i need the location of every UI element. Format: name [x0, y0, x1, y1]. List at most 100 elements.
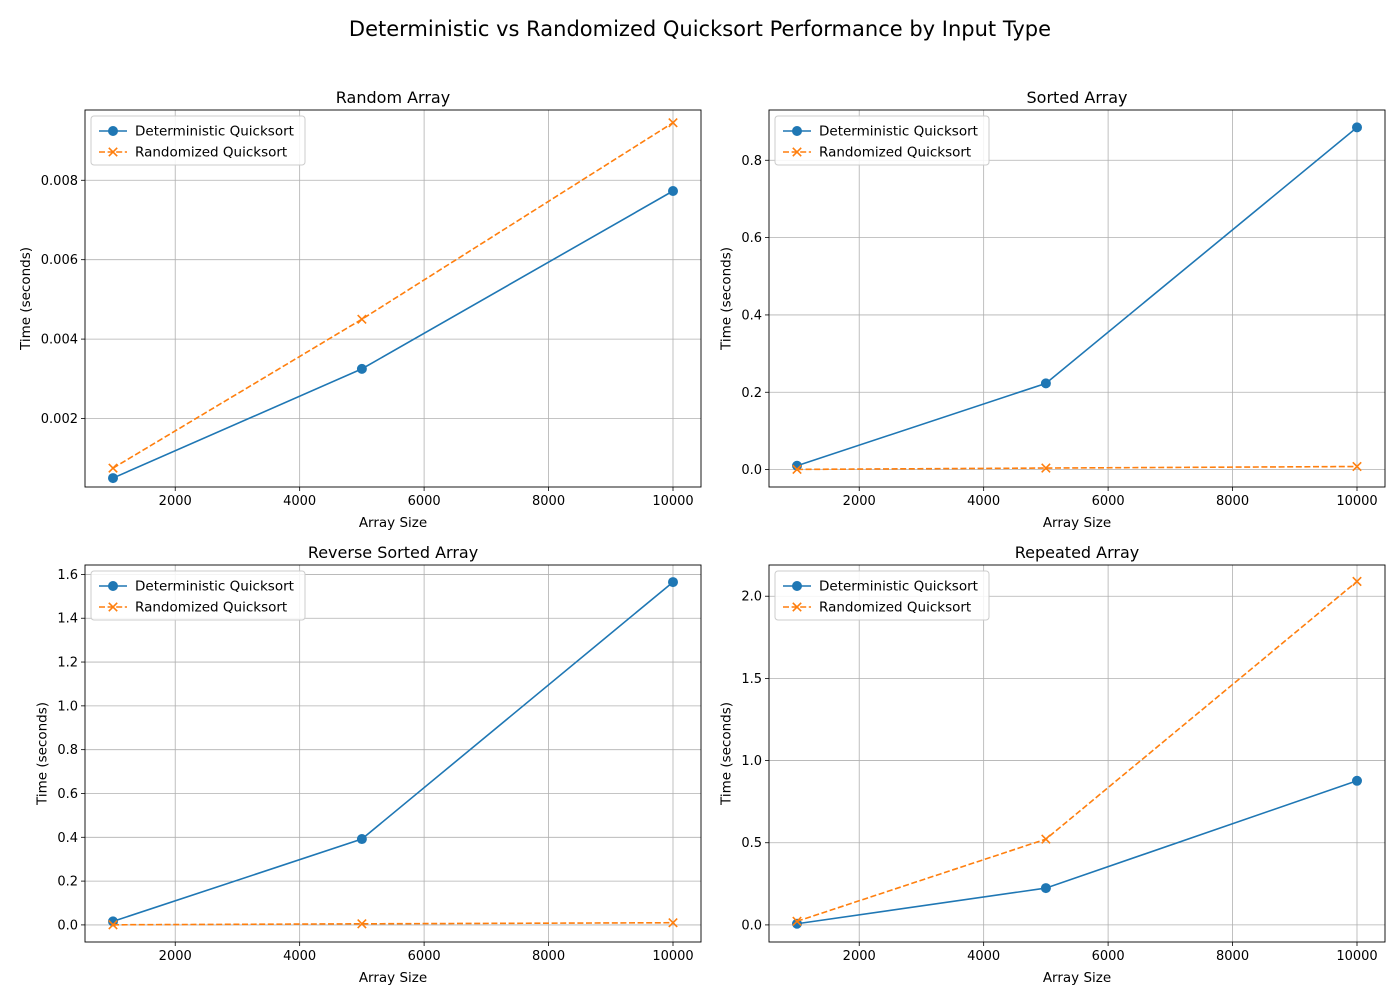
- x-tick-label: 2000: [843, 494, 876, 509]
- series-line-2: [112, 921, 674, 926]
- data-point: [108, 473, 118, 484]
- legend-label: Deterministic Quicksort: [819, 124, 978, 140]
- series-line-2: [112, 122, 674, 469]
- y-tick-label: 0.0: [741, 918, 762, 933]
- x-tick-label: 10000: [652, 949, 693, 964]
- subplot-3: 2000 4000 6000 8000 10000 0.0 0.2 0.4 0.6 0.8 1.0 1…: [34, 543, 702, 986]
- data-point: [356, 834, 367, 845]
- legend: Deterministic Quicksort Randomized Quicks…: [90, 570, 306, 621]
- x-tick-label: 2000: [159, 949, 192, 964]
- y-tick-label: 1.0: [57, 699, 78, 714]
- data-point: [1040, 378, 1051, 389]
- y-tick-label: 2.0: [741, 590, 762, 605]
- data-point: [357, 314, 367, 325]
- y-axis-label: Time (seconds): [18, 247, 34, 351]
- y-tick-label: 0.006: [41, 253, 78, 268]
- y-tick-label: 1.6: [57, 568, 78, 583]
- x-tick-label: 4000: [283, 494, 316, 509]
- y-tick-label: 0.6: [57, 787, 78, 802]
- y-axis-label: Time (seconds): [718, 247, 734, 351]
- x-tick-label: 8000: [1216, 494, 1249, 509]
- data-point: [668, 185, 678, 196]
- subplot-4: 2000 4000 6000 8000 10000 0.0 0.5 1.0 1.5 2.0 Repe…: [718, 543, 1386, 986]
- legend-marker-2: [792, 602, 802, 612]
- legend-label: Randomized Quicksort: [819, 600, 971, 616]
- legend: Deterministic Quicksort Randomized Quicks…: [774, 115, 990, 166]
- subplot-title: Reverse Sorted Array: [308, 543, 478, 562]
- y-tick-label: 0.8: [741, 154, 762, 169]
- data-point: [1352, 122, 1362, 133]
- y-tick-label: 0.0: [57, 918, 78, 933]
- x-tick-label: 10000: [652, 494, 693, 509]
- axes-frame: [768, 564, 1386, 943]
- subplot-title: Sorted Array: [1027, 88, 1128, 107]
- data-point: [668, 577, 678, 588]
- axes-frame: [84, 564, 702, 943]
- legend-label: Deterministic Quicksort: [135, 579, 294, 595]
- data-point: [1352, 576, 1362, 587]
- y-tick-label: 1.2: [57, 656, 78, 671]
- legend: Deterministic Quicksort Randomized Quicks…: [90, 115, 306, 166]
- legend-label: Deterministic Quicksort: [819, 579, 978, 595]
- axes-frame: [84, 109, 702, 488]
- y-tick-label: 0.004: [41, 333, 78, 348]
- y-tick-label: 1.5: [741, 672, 762, 687]
- y-tick-label: 0.2: [741, 386, 762, 401]
- y-tick-label: 0.8: [57, 743, 78, 758]
- data-point: [1041, 463, 1051, 473]
- series-line-2: [796, 465, 1358, 471]
- x-axis-label: Array Size: [1043, 970, 1111, 986]
- x-tick-label: 4000: [967, 949, 1000, 964]
- y-tick-label: 1.0: [741, 754, 762, 769]
- legend-box: [90, 115, 306, 166]
- subplot-title: Repeated Array: [1015, 543, 1140, 562]
- y-tick-label: 0.4: [57, 831, 78, 846]
- x-tick-label: 6000: [1092, 949, 1125, 964]
- data-point: [1040, 883, 1051, 894]
- legend: Deterministic Quicksort Randomized Quicks…: [774, 570, 990, 621]
- data-point: [108, 920, 118, 930]
- y-axis-label: Time (seconds): [718, 702, 734, 806]
- x-tick-label: 8000: [532, 494, 565, 509]
- data-point: [108, 463, 118, 473]
- x-axis-label: Array Size: [1043, 515, 1111, 531]
- subplot-1: 2000 4000 6000 8000 10000 0.002 0.004 0.006 0.00…: [18, 88, 702, 531]
- y-tick-label: 0.2: [57, 875, 78, 890]
- x-tick-label: 4000: [967, 494, 1000, 509]
- legend-box: [90, 570, 306, 621]
- x-tick-label: 6000: [1092, 494, 1125, 509]
- legend-marker-2: [108, 147, 118, 157]
- subplot-title: Random Array: [336, 88, 450, 107]
- x-tick-label: 8000: [532, 949, 565, 964]
- x-tick-label: 6000: [408, 494, 441, 509]
- y-tick-label: 0.002: [41, 412, 78, 427]
- legend-label: Deterministic Quicksort: [135, 124, 294, 140]
- data-point: [1352, 461, 1362, 472]
- y-tick-label: 0.6: [741, 231, 762, 246]
- data-point: [792, 916, 802, 927]
- y-tick-label: 0.0: [741, 463, 762, 478]
- legend-label: Randomized Quicksort: [819, 145, 971, 161]
- y-tick-label: 0.008: [41, 174, 78, 189]
- y-tick-label: 1.4: [57, 612, 78, 627]
- subplot-2: 2000 4000 6000 8000 10000 0.0 0.2 0.4 0.6 0.8 Sort…: [718, 88, 1386, 531]
- x-tick-label: 8000: [1216, 949, 1249, 964]
- figure-title: Deterministic vs Randomized Quicksort Pe…: [349, 17, 1051, 41]
- y-tick-label: 0.4: [741, 308, 762, 323]
- data-point: [792, 464, 802, 475]
- x-tick-label: 6000: [408, 949, 441, 964]
- x-tick-label: 4000: [283, 949, 316, 964]
- x-axis-label: Array Size: [359, 515, 427, 531]
- x-tick-label: 2000: [843, 949, 876, 964]
- x-tick-label: 2000: [159, 494, 192, 509]
- legend-box: [774, 570, 990, 621]
- legend-label: Randomized Quicksort: [135, 145, 287, 161]
- data-point: [668, 917, 678, 928]
- legend-marker-1: [792, 581, 802, 591]
- subplots: 2000 4000 6000 8000 100000.0020.0040.0060.00…: [18, 88, 1386, 986]
- data-point: [668, 117, 678, 128]
- data-point: [356, 363, 367, 374]
- x-tick-label: 10000: [1336, 949, 1377, 964]
